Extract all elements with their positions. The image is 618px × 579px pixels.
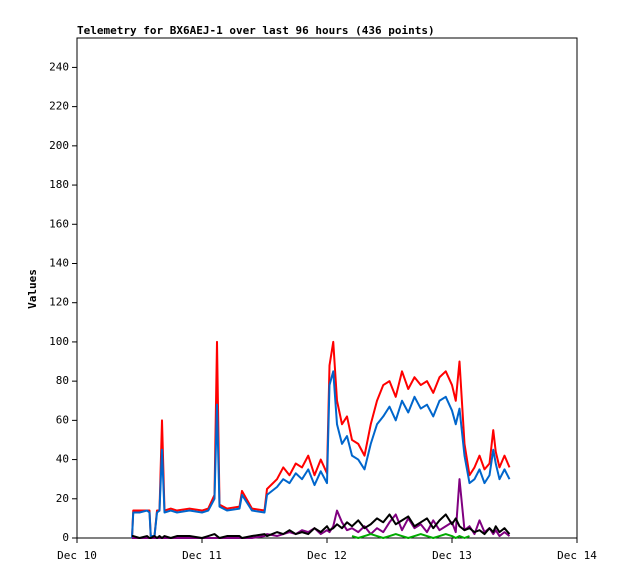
x-tick-label: Dec 12 bbox=[307, 549, 347, 562]
x-tick-label: Dec 14 bbox=[557, 549, 597, 562]
y-tick-label: 160 bbox=[49, 217, 69, 230]
y-tick-label: 200 bbox=[49, 139, 69, 152]
y-tick-label: 0 bbox=[62, 531, 69, 544]
y-tick-label: 40 bbox=[56, 453, 69, 466]
y-tick-label: 20 bbox=[56, 492, 69, 505]
x-tick-label: Dec 11 bbox=[182, 549, 222, 562]
x-tick-label: Dec 10 bbox=[57, 549, 97, 562]
y-tick-label: 100 bbox=[49, 335, 69, 348]
series-line bbox=[132, 513, 511, 539]
series-line bbox=[351, 533, 470, 539]
y-tick-label: 140 bbox=[49, 256, 69, 269]
x-tick-label: Dec 13 bbox=[432, 549, 472, 562]
y-tick-label: 60 bbox=[56, 413, 69, 426]
series-line bbox=[131, 370, 511, 539]
y-tick-label: 80 bbox=[56, 374, 69, 387]
series-line bbox=[131, 340, 511, 539]
y-tick-label: 120 bbox=[49, 296, 69, 309]
y-tick-label: 220 bbox=[49, 100, 69, 113]
y-tick-label: 180 bbox=[49, 178, 69, 191]
chart-title: Telemetry for BX6AEJ-1 over last 96 hour… bbox=[77, 24, 435, 37]
y-tick-label: 240 bbox=[49, 60, 69, 73]
y-axis-label: Values bbox=[26, 269, 39, 309]
